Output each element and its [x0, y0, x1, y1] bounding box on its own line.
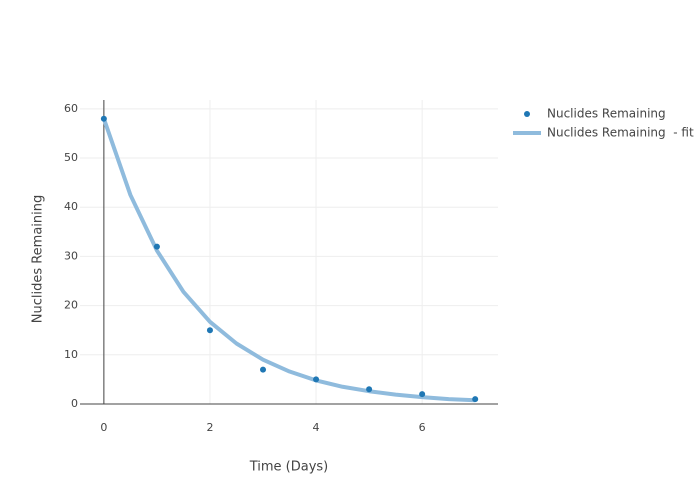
y-axis-title: Nuclides Remaining	[31, 195, 46, 324]
fit-line	[101, 118, 476, 403]
x-axis-title: Time (Days)	[249, 460, 329, 475]
data-point	[260, 366, 267, 373]
data-point	[206, 327, 213, 334]
data-point	[366, 386, 373, 393]
x-tick-label: 2	[206, 421, 213, 434]
legend-label: Nuclides Remaining - fit	[547, 126, 694, 140]
y-tick-label: 10	[64, 348, 78, 361]
data-point	[313, 376, 320, 383]
x-tick-label: 6	[419, 421, 426, 434]
y-tick-label: 20	[64, 299, 78, 312]
data-point	[100, 115, 107, 122]
x-tick-label: 0	[100, 421, 107, 434]
legend-swatch	[524, 111, 530, 117]
data-point	[419, 391, 426, 398]
y-tick-label: 60	[64, 102, 78, 115]
x-tick-label: 4	[313, 421, 320, 434]
data-point	[472, 396, 479, 403]
y-tick-label: 50	[64, 151, 78, 164]
data-point	[153, 243, 160, 250]
y-tick-label: 30	[64, 249, 78, 262]
legend-label: Nuclides Remaining	[547, 107, 666, 121]
y-tick-label: 40	[64, 200, 78, 213]
y-tick-label: 0	[71, 397, 78, 410]
